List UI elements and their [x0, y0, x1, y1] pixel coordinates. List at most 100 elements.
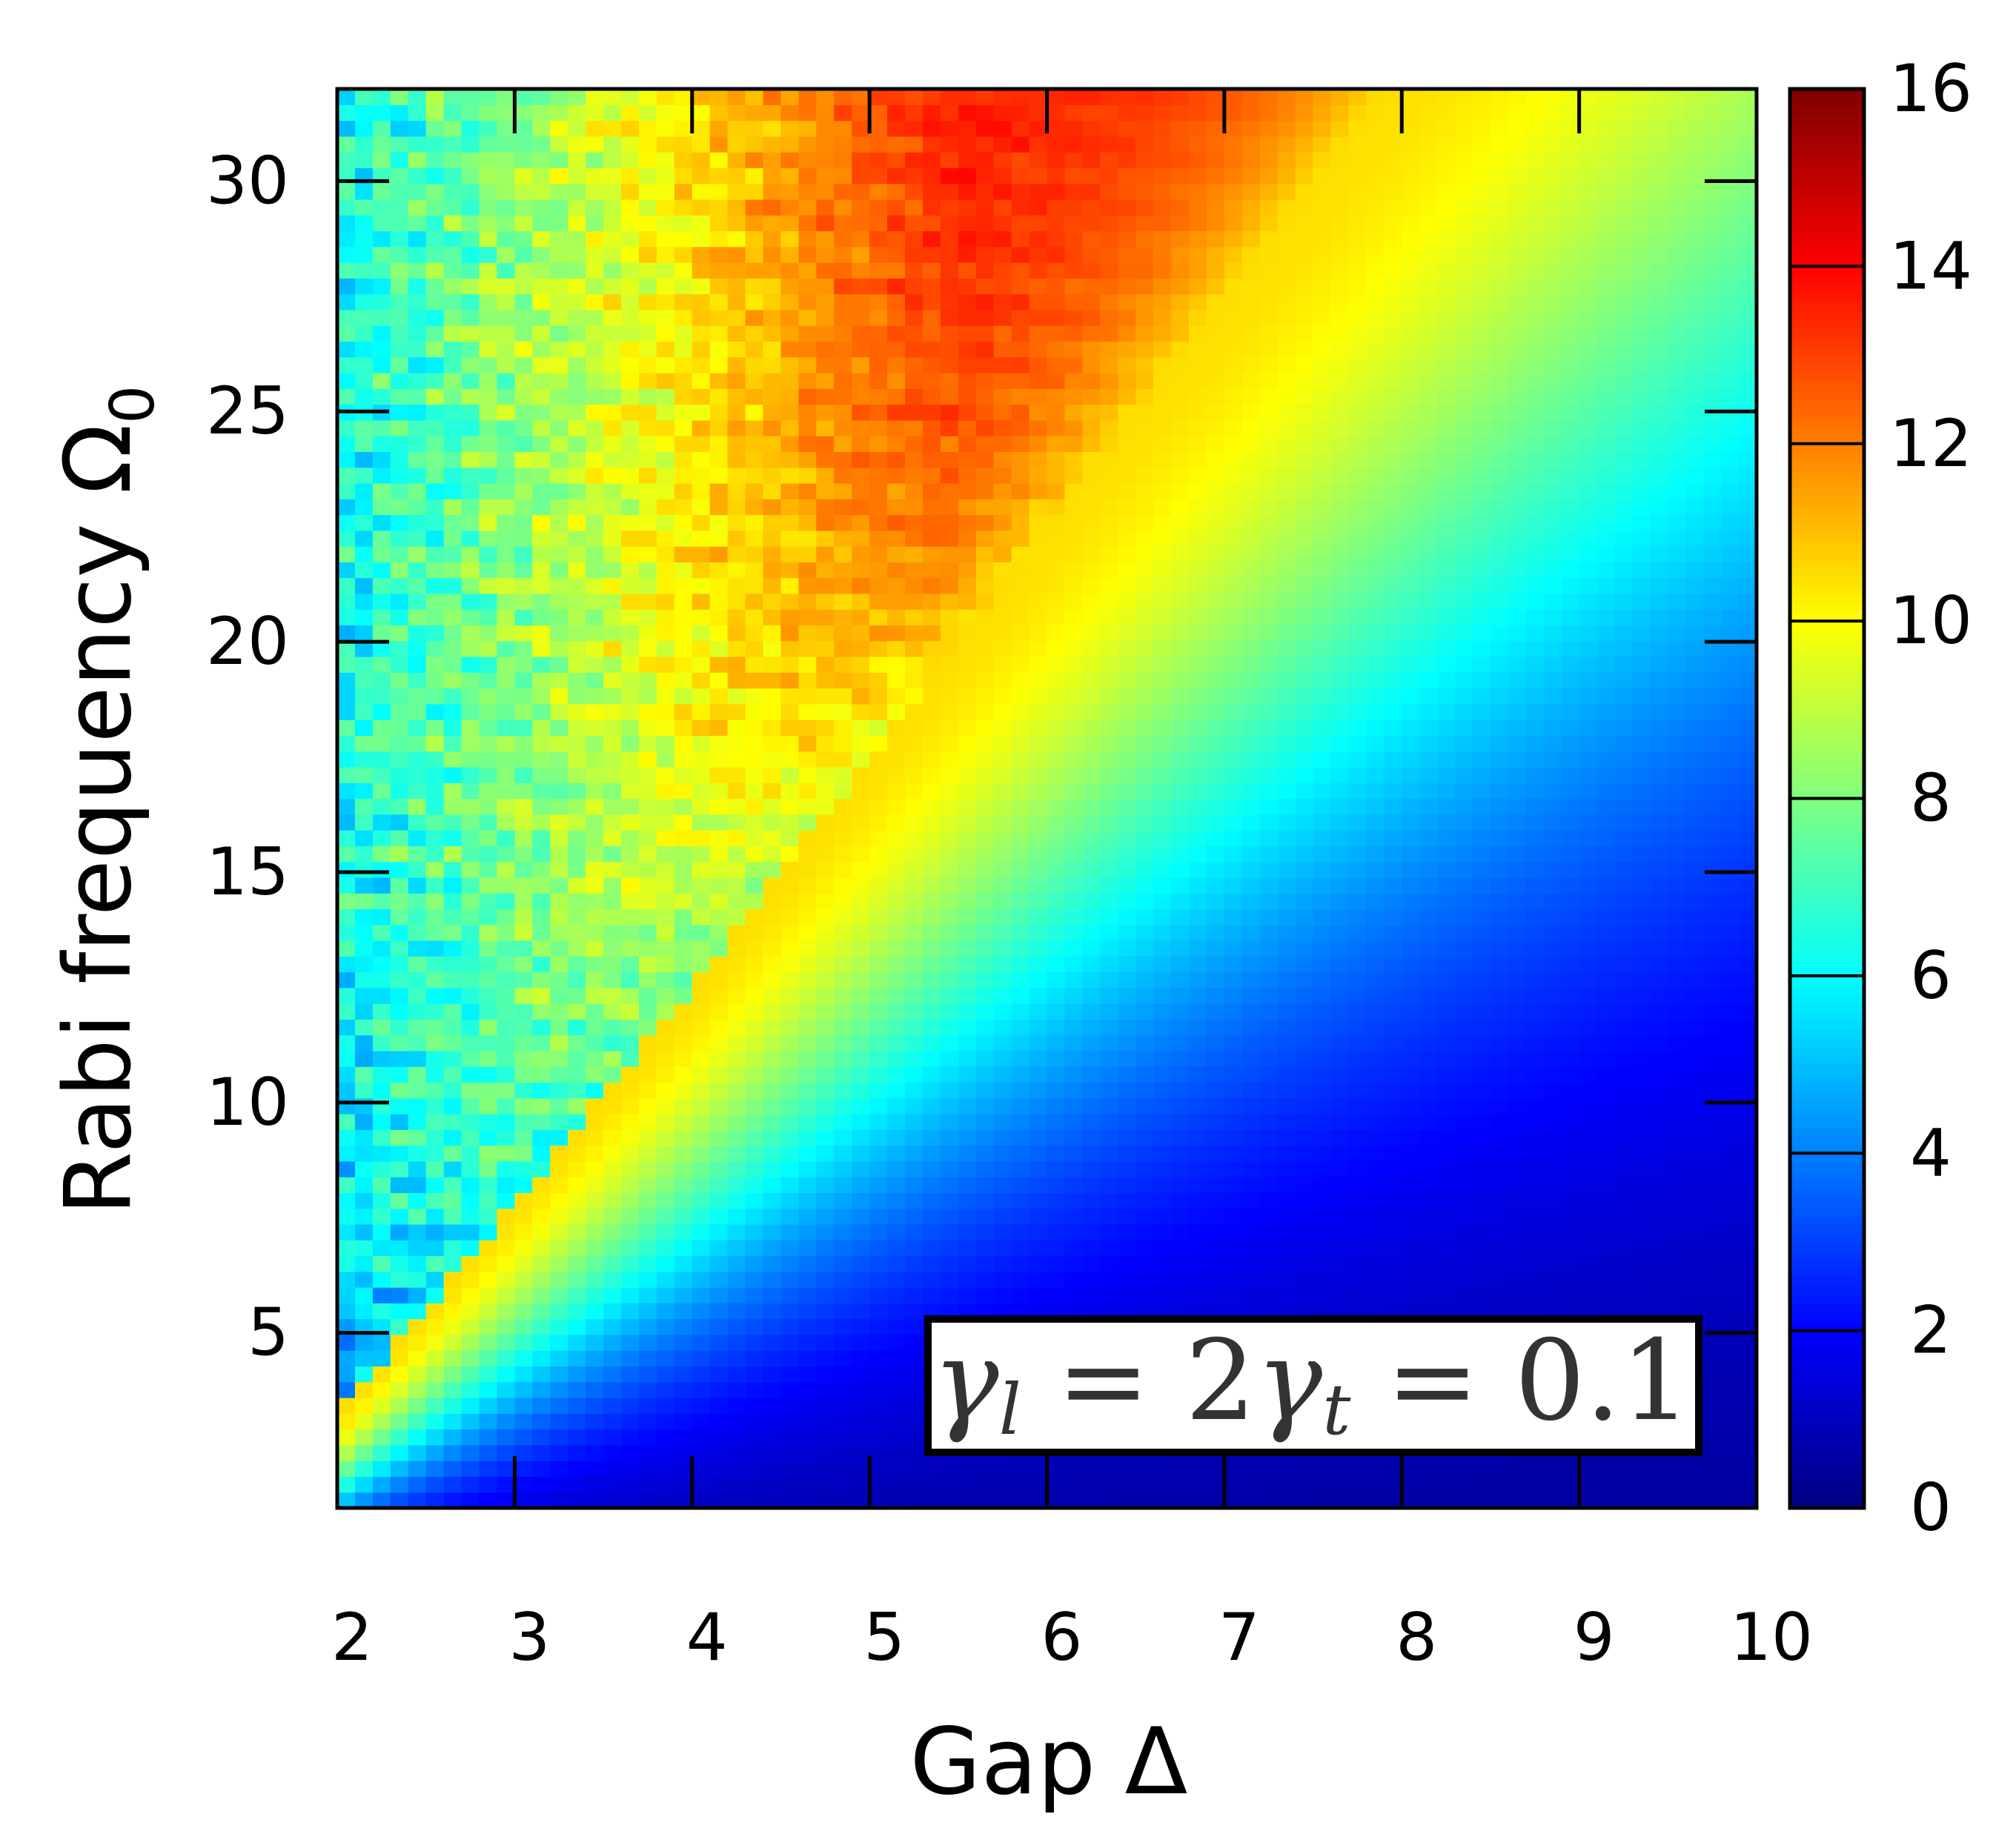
- heatmap-cell: [727, 672, 746, 689]
- heatmap-cell: [1295, 1208, 1314, 1225]
- heatmap-cell: [993, 514, 1012, 531]
- heatmap-cell: [497, 309, 515, 326]
- heatmap-cell: [550, 1381, 568, 1398]
- heatmap-cell: [621, 1129, 640, 1146]
- heatmap-cell: [709, 530, 729, 547]
- heatmap-cell: [1295, 861, 1314, 878]
- heatmap-cell: [780, 1050, 799, 1067]
- heatmap-cell: [780, 720, 799, 736]
- heatmap-cell: [586, 908, 604, 926]
- heatmap-cell: [354, 940, 374, 957]
- heatmap-cell: [905, 971, 924, 989]
- heatmap-cell: [745, 1224, 764, 1240]
- heatmap-cell: [461, 1240, 480, 1257]
- heatmap-cell: [408, 1334, 427, 1351]
- heatmap-cell: [975, 152, 995, 168]
- heatmap-cell: [1313, 766, 1332, 783]
- heatmap-cell: [780, 167, 799, 185]
- heatmap-cell: [1011, 956, 1030, 973]
- heatmap-cell: [1241, 845, 1261, 863]
- heatmap-cell: [692, 1097, 711, 1114]
- heatmap-cell: [1277, 1034, 1296, 1051]
- heatmap-cell: [1118, 924, 1136, 941]
- heatmap-cell: [425, 136, 445, 153]
- heatmap-cell: [709, 845, 729, 863]
- heatmap-cell: [993, 625, 1012, 642]
- heatmap-cell: [798, 1398, 817, 1414]
- heatmap-cell: [1064, 404, 1083, 421]
- heatmap-cell: [1224, 1145, 1243, 1162]
- heatmap-cell: [798, 1271, 817, 1288]
- heatmap-cell: [763, 640, 782, 657]
- heatmap-cell: [425, 1350, 445, 1367]
- heatmap-cell: [638, 593, 657, 610]
- heatmap-cell: [798, 309, 817, 326]
- heatmap-cell: [425, 230, 445, 247]
- heatmap-cell: [993, 183, 1012, 200]
- heatmap-cell: [1189, 766, 1207, 783]
- heatmap-cell: [337, 1318, 356, 1335]
- heatmap-cell: [514, 388, 533, 405]
- heatmap-cell: [408, 1381, 427, 1398]
- heatmap-cell: [532, 451, 551, 468]
- heatmap-cell: [1100, 562, 1118, 579]
- heatmap-cell: [390, 577, 409, 594]
- heatmap-cell: [1029, 1240, 1048, 1257]
- heatmap-cell: [532, 183, 551, 200]
- heatmap-cell: [692, 720, 711, 736]
- heatmap-cell: [1224, 593, 1243, 610]
- heatmap-cell: [425, 499, 445, 516]
- heatmap-cell: [674, 341, 693, 358]
- heatmap-cell: [674, 167, 693, 185]
- heatmap-cell: [337, 1334, 356, 1351]
- heatmap-cell: [461, 373, 480, 389]
- heatmap-cell: [638, 246, 657, 263]
- heatmap-cell: [1171, 1303, 1190, 1320]
- heatmap-cell: [727, 530, 746, 547]
- heatmap-cell: [514, 325, 533, 342]
- heatmap-cell: [780, 1398, 799, 1414]
- heatmap-cell: [905, 199, 924, 216]
- heatmap-cell: [443, 1318, 462, 1335]
- heatmap-cell: [692, 1082, 711, 1099]
- heatmap-cell: [816, 766, 835, 783]
- heatmap-cell: [1029, 1129, 1048, 1146]
- heatmap-cell: [1206, 293, 1225, 310]
- heatmap-cell: [763, 278, 782, 295]
- heatmap-cell: [621, 1271, 640, 1288]
- heatmap-cell: [834, 688, 852, 705]
- heatmap-cell: [638, 830, 657, 846]
- heatmap-cell: [337, 1177, 356, 1194]
- heatmap-cell: [1224, 625, 1243, 642]
- heatmap-cell: [1100, 657, 1118, 673]
- heatmap-cell: [674, 1082, 693, 1099]
- heatmap-cell: [922, 657, 941, 673]
- heatmap-cell: [497, 230, 515, 247]
- heatmap-cell: [1295, 703, 1314, 720]
- heatmap-cell: [709, 562, 729, 579]
- heatmap-cell: [798, 830, 817, 846]
- heatmap-cell: [621, 720, 640, 736]
- heatmap-cell: [692, 1429, 711, 1446]
- heatmap-cell: [798, 861, 817, 878]
- heatmap-cell: [958, 436, 977, 452]
- heatmap-cell: [1241, 499, 1261, 516]
- heatmap-cell: [337, 657, 356, 673]
- heatmap-cell: [993, 325, 1012, 342]
- heatmap-cell: [621, 751, 640, 768]
- heatmap-cell: [1082, 436, 1101, 452]
- heatmap-cell: [1313, 751, 1332, 768]
- heatmap-cell: [922, 1097, 941, 1114]
- heatmap-cell: [922, 89, 941, 105]
- heatmap-cell: [337, 1255, 356, 1272]
- heatmap-cell: [1171, 861, 1190, 878]
- heatmap-cell: [479, 1160, 498, 1177]
- heatmap-cell: [1011, 1145, 1030, 1162]
- heatmap-cell: [816, 1287, 835, 1303]
- heatmap-cell: [1189, 152, 1207, 168]
- heatmap-cell: [1171, 482, 1190, 499]
- heatmap-cell: [1047, 877, 1066, 894]
- heatmap-cell: [1100, 1461, 1118, 1478]
- heatmap-cell: [993, 1208, 1012, 1225]
- heatmap-cell: [834, 1240, 852, 1257]
